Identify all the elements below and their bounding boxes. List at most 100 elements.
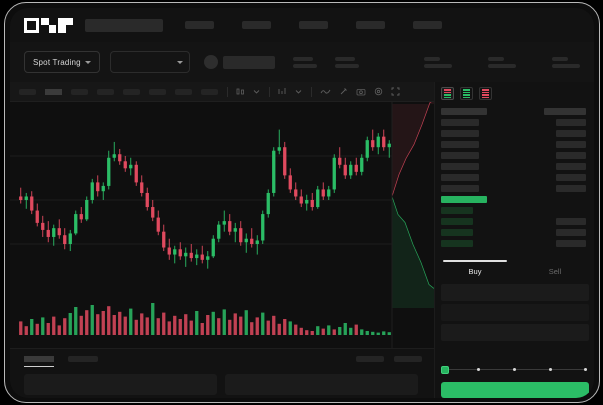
okx-logo[interactable] <box>24 17 73 33</box>
candlestick-icon[interactable] <box>236 87 245 96</box>
order-book-row[interactable] <box>435 183 594 194</box>
top-navigation-bar <box>10 8 594 42</box>
order-book-row[interactable] <box>435 238 594 249</box>
book-asks-icon[interactable] <box>479 87 492 100</box>
submit-order-button[interactable] <box>441 382 589 398</box>
ticker-stat-value <box>292 63 317 68</box>
order-form-tabs: Buy Sell <box>435 260 594 282</box>
order-book-size-cell <box>556 163 586 170</box>
book-bids-icon[interactable] <box>460 87 473 100</box>
order-book-rows[interactable] <box>435 106 594 276</box>
order-book-row[interactable] <box>435 150 594 161</box>
nav-item-2[interactable] <box>242 21 271 29</box>
timeframe-button-3[interactable] <box>71 88 88 95</box>
ticker-stat-value <box>424 63 452 68</box>
indicator-icon[interactable] <box>278 87 287 96</box>
bottom-card-1 <box>24 374 217 395</box>
order-book-row[interactable] <box>435 117 594 128</box>
chevron-down-icon[interactable] <box>253 88 260 95</box>
bottom-action-2[interactable] <box>394 356 422 362</box>
order-book-row[interactable] <box>435 161 594 172</box>
order-book-row[interactable] <box>435 205 594 216</box>
logo-letter-x <box>58 17 73 33</box>
slider-marker-25[interactable] <box>477 368 480 371</box>
timeframe-button-2[interactable] <box>45 88 62 95</box>
candlestick-chart[interactable] <box>10 102 434 348</box>
order-book-row[interactable] <box>435 106 594 117</box>
tab-sell[interactable]: Sell <box>548 266 562 276</box>
search-input[interactable] <box>85 18 163 32</box>
timeframe-button-6[interactable] <box>149 88 166 95</box>
order-book-price-cell <box>441 130 479 137</box>
timeframe-button-5[interactable] <box>123 88 140 95</box>
slider-track <box>445 369 587 370</box>
chart-canvas <box>10 102 434 348</box>
order-book-price-cell <box>441 163 479 170</box>
line-tool-icon[interactable] <box>320 87 331 96</box>
order-book-price-cell <box>441 229 473 236</box>
ticker-stat-label <box>424 56 440 61</box>
timeframe-button-8[interactable] <box>201 88 218 95</box>
nav-item-4[interactable] <box>356 21 385 29</box>
bottom-panel-tabs <box>24 356 98 367</box>
order-book-row[interactable] <box>435 128 594 139</box>
nav-item-5[interactable] <box>413 21 442 29</box>
bottom-tab-1[interactable] <box>24 356 54 367</box>
chevron-down-icon <box>176 60 183 64</box>
order-book-price-cell <box>441 207 473 214</box>
orders-bottom-panel <box>10 348 434 398</box>
slider-handle[interactable] <box>441 366 449 374</box>
order-book-price-cell <box>441 185 479 192</box>
order-book-row[interactable] <box>435 227 594 238</box>
ticker-stat-label <box>334 56 355 61</box>
slider-marker-100[interactable] <box>584 368 587 371</box>
toolbar-divider <box>227 86 228 97</box>
settings-icon[interactable] <box>374 87 383 96</box>
order-book-row[interactable] <box>435 139 594 150</box>
timeframe-button-7[interactable] <box>175 88 192 95</box>
camera-icon[interactable] <box>356 87 366 96</box>
order-book-size-cell <box>556 174 586 181</box>
nav-items <box>185 21 442 29</box>
order-book-row[interactable] <box>435 172 594 183</box>
ticker-stat-value <box>334 63 359 68</box>
amount-percent-slider[interactable] <box>441 364 589 376</box>
ticker-stat-value <box>488 63 516 68</box>
order-book-size-cell <box>556 119 586 126</box>
fullscreen-icon[interactable] <box>391 87 400 96</box>
order-price-field[interactable] <box>441 284 589 301</box>
slider-marker-50[interactable] <box>513 368 516 371</box>
tab-buy[interactable]: Buy <box>435 260 515 282</box>
chevron-down-icon[interactable] <box>295 88 302 95</box>
pair-select-dropdown[interactable] <box>109 51 190 73</box>
order-book-price-cell <box>441 218 473 225</box>
order-book-size-cell <box>556 152 586 159</box>
bottom-action-1[interactable] <box>356 356 384 362</box>
trading-mode-dropdown[interactable]: Spot Trading <box>24 51 100 73</box>
order-book-row[interactable] <box>435 194 594 205</box>
order-total-field[interactable] <box>441 324 589 341</box>
ticker-stats-right <box>424 56 580 68</box>
order-book-price-cell <box>441 196 487 203</box>
timeframe-button-1[interactable] <box>19 88 36 95</box>
order-book-price-cell <box>441 108 487 115</box>
order-book-price-cell <box>441 152 479 159</box>
nav-item-3[interactable] <box>299 21 328 29</box>
bottom-card-2 <box>225 374 418 395</box>
timeframe-button-4[interactable] <box>97 88 114 95</box>
device-frame: Spot Trading <box>4 2 600 403</box>
book-both-icon[interactable] <box>441 87 454 100</box>
bottom-panel-actions <box>356 356 422 362</box>
bottom-tab-2[interactable] <box>68 356 98 362</box>
logo-letter-k <box>41 17 56 33</box>
nav-item-1[interactable] <box>185 21 214 29</box>
slider-marker-75[interactable] <box>549 368 552 371</box>
order-book-row[interactable] <box>435 216 594 227</box>
trading-mode-label: Spot Trading <box>33 57 81 67</box>
pencil-icon[interactable] <box>339 87 348 96</box>
order-book-size-cell <box>556 185 586 192</box>
ticker-stat-label <box>552 56 568 61</box>
order-book-size-cell <box>544 108 586 115</box>
order-book-size-cell <box>556 218 586 225</box>
order-amount-field[interactable] <box>441 304 589 321</box>
